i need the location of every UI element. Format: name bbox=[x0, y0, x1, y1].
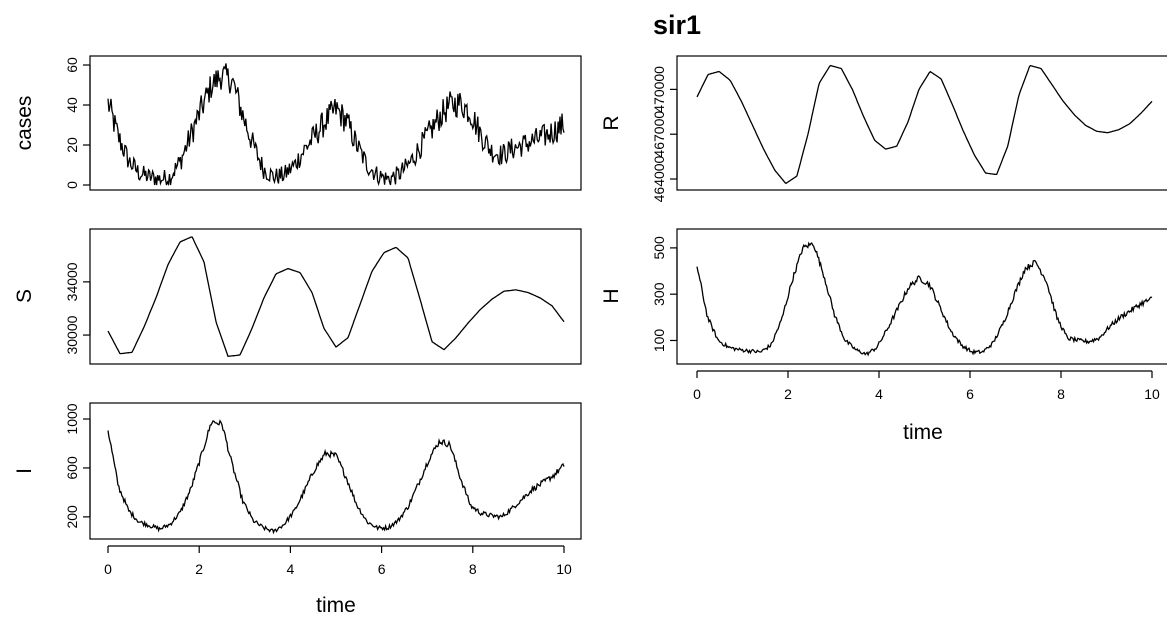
ytick-label-cases: 0 bbox=[64, 181, 80, 189]
series-line-H bbox=[696, 241, 1153, 357]
xlabel-right: time bbox=[903, 421, 943, 444]
xtick-label: 10 bbox=[1144, 386, 1160, 402]
panel-H-frame bbox=[676, 228, 1167, 365]
xtick-label: 4 bbox=[875, 386, 883, 402]
ylabel-H: H bbox=[600, 288, 623, 303]
ytick-label-I: 200 bbox=[64, 505, 80, 529]
panel-I: 200 600 1000 I bbox=[13, 402, 582, 540]
ytick-label-cases: 40 bbox=[64, 97, 80, 113]
ytick-label-R: 464000 bbox=[651, 155, 667, 202]
xtick-label: 8 bbox=[1057, 386, 1065, 402]
x-axis-left: 0 2 4 6 8 10 bbox=[104, 545, 572, 577]
xtick-label: 10 bbox=[556, 561, 572, 577]
xtick-label: 0 bbox=[104, 561, 112, 577]
ylabel-cases: cases bbox=[13, 96, 36, 151]
panel-S: 30000 34000 S bbox=[13, 228, 582, 365]
ytick-label-cases: 20 bbox=[64, 137, 80, 153]
series-line-S bbox=[107, 236, 565, 357]
ytick-label-R: 470000 bbox=[651, 66, 667, 113]
panel-H-y-ticks: 100 300 500 bbox=[651, 236, 678, 353]
xtick-label: 8 bbox=[469, 561, 477, 577]
ytick-label-R: 467000 bbox=[651, 111, 667, 158]
panel-S-frame bbox=[89, 228, 582, 365]
xlabel-left: time bbox=[316, 594, 356, 617]
ytick-label-cases: 60 bbox=[64, 57, 80, 73]
panel-cases-y-ticks: 0 20 40 60 bbox=[64, 57, 91, 189]
xtick-label: 6 bbox=[378, 561, 386, 577]
ytick-label-I: 1000 bbox=[64, 403, 80, 434]
ytick-label-S: 30000 bbox=[64, 315, 80, 354]
ytick-label-H: 100 bbox=[651, 329, 667, 353]
xtick-label: 6 bbox=[966, 386, 974, 402]
ytick-label-I: 600 bbox=[64, 456, 80, 480]
panel-I-frame bbox=[89, 402, 582, 540]
panel-I-y-ticks: 200 600 1000 bbox=[64, 403, 91, 529]
xtick-label: 2 bbox=[195, 561, 203, 577]
ylabel-S: S bbox=[13, 289, 36, 303]
ylabel-I: I bbox=[13, 468, 36, 474]
ytick-label-H: 500 bbox=[651, 236, 667, 260]
panel-H: 100 300 500 H bbox=[600, 228, 1167, 365]
chart-title: sir1 bbox=[653, 10, 701, 40]
series-line-cases bbox=[107, 63, 565, 187]
xtick-label: 2 bbox=[784, 386, 792, 402]
panel-cases: 0 20 40 60 cases bbox=[13, 55, 582, 191]
ylabel-R: R bbox=[600, 115, 623, 130]
series-line-R bbox=[696, 64, 1153, 185]
series-line-I bbox=[107, 419, 565, 535]
panel-cases-frame bbox=[89, 55, 582, 191]
panel-R-frame bbox=[676, 55, 1167, 191]
ytick-label-S: 34000 bbox=[64, 262, 80, 301]
panel-S-y-ticks: 30000 34000 bbox=[64, 262, 91, 355]
ytick-label-H: 300 bbox=[651, 282, 667, 306]
x-axis-right: 0 2 4 6 8 10 bbox=[693, 370, 1160, 402]
xtick-label: 4 bbox=[287, 561, 295, 577]
xtick-label: 0 bbox=[693, 386, 701, 402]
